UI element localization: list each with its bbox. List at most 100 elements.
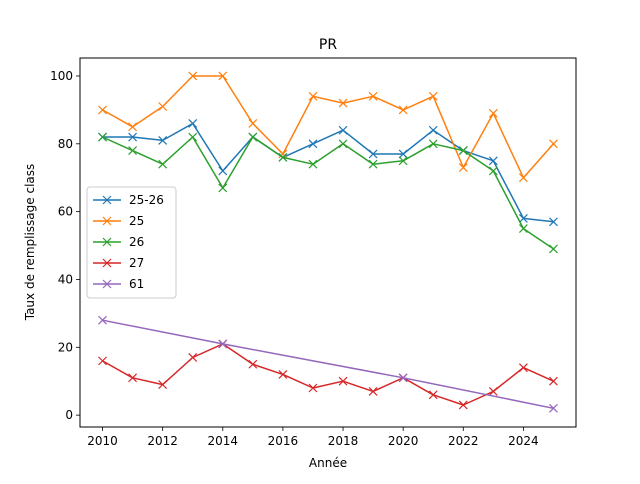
data-point-25-26 — [128, 132, 138, 142]
x-tick-label: 2022 — [448, 434, 479, 448]
data-point-25-26 — [158, 135, 168, 145]
y-axis: 0 20 40 60 80 100 — [50, 69, 80, 422]
legend-label-25-26: 25-26 — [129, 193, 164, 207]
legend-marker-25-26 — [102, 195, 112, 205]
data-point-26 — [428, 139, 438, 149]
data-point-25-26 — [368, 149, 378, 159]
series-line-25-26 — [102, 122, 554, 223]
x-tick-label: 2010 — [87, 434, 118, 448]
data-point-27 — [188, 353, 198, 362]
data-point-27 — [278, 370, 288, 379]
data-point-26 — [248, 132, 258, 142]
data-point-25 — [128, 122, 138, 132]
data-point-25 — [98, 105, 107, 115]
series-line-25 — [102, 75, 555, 179]
data-point-27 — [549, 376, 558, 386]
x-tick-label: 2014 — [208, 434, 239, 448]
data-point-61 — [549, 403, 558, 413]
x-tick-label: 2012 — [147, 434, 178, 448]
legend-label-25: 25 — [129, 214, 144, 228]
data-point-25 — [158, 102, 168, 111]
series-layer — [98, 71, 558, 413]
data-point-27 — [428, 390, 438, 400]
legend-label-26: 26 — [129, 235, 144, 249]
data-point-26 — [188, 132, 198, 142]
data-point-26 — [368, 159, 378, 169]
series-25 — [98, 71, 558, 183]
data-point-26 — [488, 166, 498, 176]
legend-marker-61 — [102, 279, 112, 289]
data-point-27 — [248, 359, 258, 369]
data-point-25-26 — [308, 139, 318, 149]
data-point-61 — [398, 373, 408, 383]
legend: 25-26 25 26 27 61 — [86, 186, 177, 299]
data-point-25 — [218, 71, 228, 81]
data-point-27 — [338, 376, 348, 386]
legend-label-27: 27 — [129, 256, 144, 270]
series-27 — [98, 339, 558, 410]
x-tick-label: 2016 — [268, 434, 299, 448]
data-point-61 — [218, 339, 228, 349]
y-tick-label: 100 — [50, 69, 73, 83]
y-tick-label: 60 — [58, 205, 73, 219]
data-point-27 — [128, 373, 138, 383]
data-point-27 — [458, 400, 468, 410]
series-61 — [98, 315, 558, 413]
x-tick-label: 2024 — [508, 434, 539, 448]
y-axis-label: Taux de remplissage class — [23, 164, 37, 322]
data-point-26 — [98, 132, 107, 142]
data-point-25 — [398, 105, 408, 115]
data-point-27 — [308, 383, 318, 393]
data-point-26 — [128, 146, 138, 156]
data-point-27 — [98, 356, 107, 366]
data-point-25 — [488, 108, 498, 118]
data-point-27 — [518, 363, 528, 373]
x-axis-label: Année — [309, 456, 347, 470]
legend-box — [86, 186, 177, 299]
data-point-26 — [398, 156, 408, 166]
data-point-27 — [488, 386, 498, 396]
plot-area-frame — [79, 57, 577, 428]
y-tick-label: 0 — [65, 408, 73, 422]
y-tick-label: 20 — [58, 340, 73, 354]
data-point-25 — [248, 119, 258, 128]
data-point-25-26 — [338, 125, 348, 135]
data-point-25 — [308, 91, 318, 101]
data-point-61 — [98, 315, 107, 325]
series-line-61 — [102, 319, 554, 410]
x-tick-label: 2018 — [328, 434, 359, 448]
data-point-26 — [458, 146, 468, 156]
series-25-26 — [98, 119, 558, 227]
data-point-25 — [428, 91, 438, 101]
data-point-25 — [278, 149, 288, 159]
legend-label-61: 61 — [129, 277, 144, 291]
y-tick-label: 80 — [58, 137, 73, 151]
data-point-26 — [549, 244, 558, 254]
data-point-26 — [278, 152, 288, 162]
data-point-25-26 — [428, 125, 438, 135]
legend-marker-27 — [102, 258, 112, 268]
y-tick-label: 40 — [58, 272, 73, 286]
data-point-26 — [518, 224, 528, 234]
data-point-25 — [549, 139, 558, 149]
data-point-26 — [158, 159, 168, 169]
data-point-25 — [338, 98, 348, 108]
data-point-26 — [218, 183, 228, 193]
x-tick-label: 2020 — [388, 434, 419, 448]
data-point-26 — [338, 139, 348, 149]
data-point-27 — [158, 380, 168, 390]
x-axis: 2010 2012 2014 2016 2018 2020 2022 2024 — [87, 427, 539, 448]
legend-marker-26 — [102, 237, 112, 247]
series-line-26 — [102, 136, 554, 250]
data-point-25-26 — [549, 217, 558, 227]
chart-title: PR — [319, 37, 337, 53]
data-point-25 — [458, 163, 468, 172]
data-point-25-26 — [518, 213, 528, 223]
data-point-25 — [188, 71, 198, 81]
series-26 — [98, 132, 558, 254]
data-point-25-26 — [188, 119, 198, 128]
series-line-27 — [102, 343, 554, 406]
data-point-26 — [308, 159, 318, 169]
data-point-25-26 — [398, 149, 408, 159]
